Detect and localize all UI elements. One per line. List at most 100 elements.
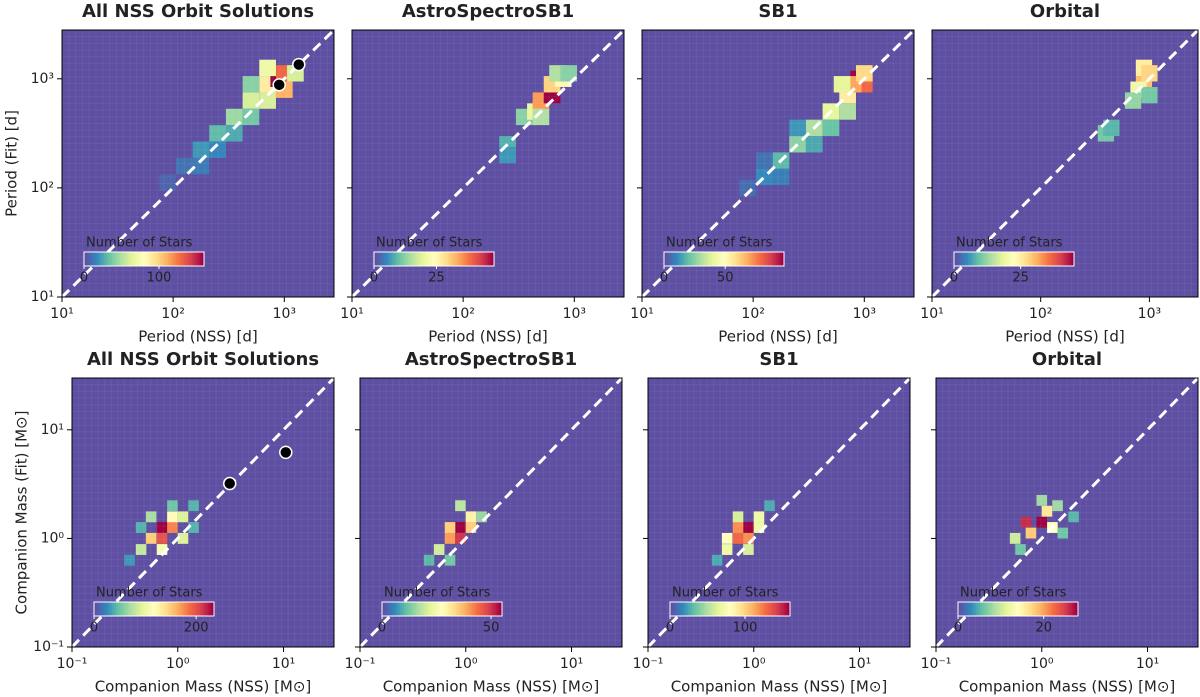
colorbar-segment <box>962 602 965 616</box>
x-tick-label: 10² <box>1029 306 1052 322</box>
colorbar-segment <box>758 602 761 616</box>
colorbar-segment <box>1064 602 1067 616</box>
colorbar-segment <box>986 602 989 616</box>
x-tick-label: 10² <box>741 306 764 322</box>
x-axis-label: Period (NSS) [d] <box>138 328 258 346</box>
heatmap-cell <box>465 522 477 533</box>
colorbar-segment <box>108 252 111 266</box>
heatmap-cell <box>433 544 445 555</box>
heatmap-cell <box>839 103 856 120</box>
colorbar-segment <box>178 602 181 616</box>
colorbar-segment <box>1040 602 1043 616</box>
colorbar-segment <box>174 602 177 616</box>
colorbar-segment <box>454 602 457 616</box>
heatmap-cell <box>1041 505 1053 517</box>
axes-frame <box>359 377 623 648</box>
colorbar-segment <box>126 252 129 266</box>
colorbar-segment <box>750 602 753 616</box>
one-to-one-line <box>72 378 334 647</box>
colorbar-segment <box>168 252 171 266</box>
colorbar-segment <box>1020 252 1023 266</box>
heatmap-cell <box>225 125 243 142</box>
heatmap-cell <box>753 511 765 523</box>
colorbar-segment <box>196 252 199 266</box>
colorbar-segment <box>398 252 401 266</box>
colorbar-segment <box>406 602 409 616</box>
axes-frame <box>641 29 915 298</box>
colorbar-segment <box>456 602 459 616</box>
heatmap-cell <box>145 511 157 523</box>
colorbar-segment <box>404 602 407 616</box>
colorbar-segment <box>1032 602 1035 616</box>
x-tick-label: 10⁰ <box>454 656 478 672</box>
colorbar-segment <box>114 602 117 616</box>
colorbar-segment <box>760 602 763 616</box>
colorbar-segment <box>772 602 775 616</box>
colorbar-segment <box>692 602 695 616</box>
colorbar-segment <box>682 602 685 616</box>
colorbar-segment <box>1040 252 1043 266</box>
colorbar-segment <box>738 252 741 266</box>
panel-title: Orbital <box>1030 1 1100 22</box>
heatmap-cell <box>721 532 733 544</box>
colorbar-segment <box>1022 602 1025 616</box>
colorbar-segment <box>988 252 991 266</box>
colorbar-segment <box>756 252 759 266</box>
colorbar-segment <box>1062 252 1065 266</box>
colorbar-segment <box>1042 252 1045 266</box>
heatmap-cell <box>135 522 147 533</box>
colorbar-segment <box>474 602 477 616</box>
colorbar-segment <box>1012 602 1015 616</box>
colorbar-segment <box>466 252 469 266</box>
colorbar-segment <box>392 602 395 616</box>
colorbar-segment <box>132 602 135 616</box>
axes-frame <box>935 377 1199 648</box>
colorbar-segment <box>196 602 199 616</box>
colorbar-segment <box>416 252 419 266</box>
colorbar-label: Number of Stars <box>666 236 773 251</box>
y-tick-label: 10⁻¹ <box>33 639 64 655</box>
colorbar-segment <box>1036 252 1039 266</box>
colorbar-segment <box>982 602 985 616</box>
colorbar-segment <box>694 252 697 266</box>
colorbar-segment <box>698 602 701 616</box>
colorbar-tick-label: 0 <box>666 621 674 636</box>
y-tick-label: 10¹ <box>41 422 64 438</box>
colorbar-segment <box>186 602 189 616</box>
colorbar-segment <box>746 602 749 616</box>
colorbar-segment <box>1034 602 1037 616</box>
colorbar-segment <box>1044 252 1047 266</box>
colorbar-segment <box>430 252 433 266</box>
colorbar-segment <box>744 252 747 266</box>
heatmap-cell <box>177 532 189 544</box>
colorbar-frame <box>953 251 1075 267</box>
colorbar-segment <box>976 252 979 266</box>
colorbar-segment <box>1016 602 1019 616</box>
x-axis-label: Companion Mass (NSS) [M⊙] <box>671 678 888 696</box>
colorbar-segment <box>782 602 785 616</box>
colorbar-segment <box>478 602 481 616</box>
colorbar-segment <box>1000 602 1003 616</box>
heatmap-cell <box>167 500 178 512</box>
colorbar-segment <box>142 252 145 266</box>
heatmap-cell <box>465 511 477 523</box>
colorbar-segment <box>1008 252 1011 266</box>
colorbar-segment <box>712 602 715 616</box>
colorbar-segment <box>716 602 719 616</box>
colorbar-segment <box>482 252 485 266</box>
colorbar-segment <box>1022 252 1025 266</box>
colorbar-segment <box>102 602 105 616</box>
colorbar-tick-label: 0 <box>90 621 98 636</box>
colorbar-segment <box>136 602 139 616</box>
colorbar-segment <box>150 602 153 616</box>
colorbar-segment <box>758 252 761 266</box>
colorbar-segment <box>696 602 699 616</box>
colorbar-segment <box>382 252 385 266</box>
colorbar-label: Number of Stars <box>86 236 193 251</box>
colorbar-segment <box>962 252 965 266</box>
colorbar-segment <box>770 602 773 616</box>
colorbar-segment <box>500 602 503 616</box>
colorbar-segment <box>188 602 191 616</box>
colorbar-segment <box>440 252 443 266</box>
